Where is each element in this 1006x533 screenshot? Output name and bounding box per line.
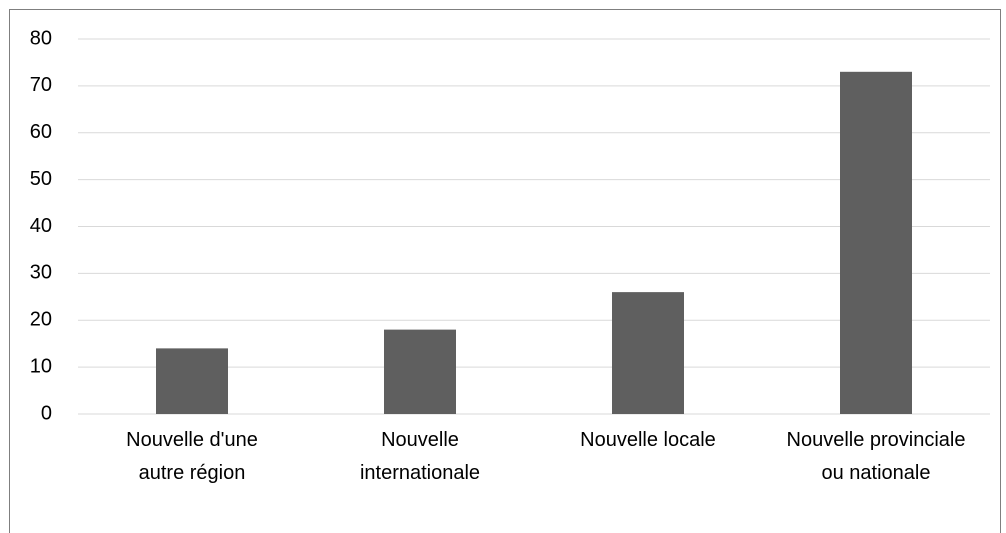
y-tick-label: 30 [30,262,52,284]
y-tick-label: 40 [30,215,52,237]
x-tick-label: Nouvelle internationale [359,429,481,484]
x-tick-label: Nouvelle provinciale ou nationale [786,429,966,484]
bar [384,329,456,414]
bar [840,71,912,414]
bar [612,292,684,414]
y-tick-label: 80 [30,27,52,49]
x-tick-label: Nouvelle locale [580,429,716,451]
y-tick-label: 60 [30,121,52,143]
y-tick-label: 20 [30,309,52,331]
y-tick-label: 10 [30,355,52,377]
bar [156,348,228,414]
y-tick-label: 50 [30,168,52,190]
x-tick-label: Nouvelle d'une autre région [126,429,258,484]
y-tick-label: 0 [41,402,52,424]
y-tick-label: 70 [30,74,52,96]
chart-frame [9,9,1001,533]
